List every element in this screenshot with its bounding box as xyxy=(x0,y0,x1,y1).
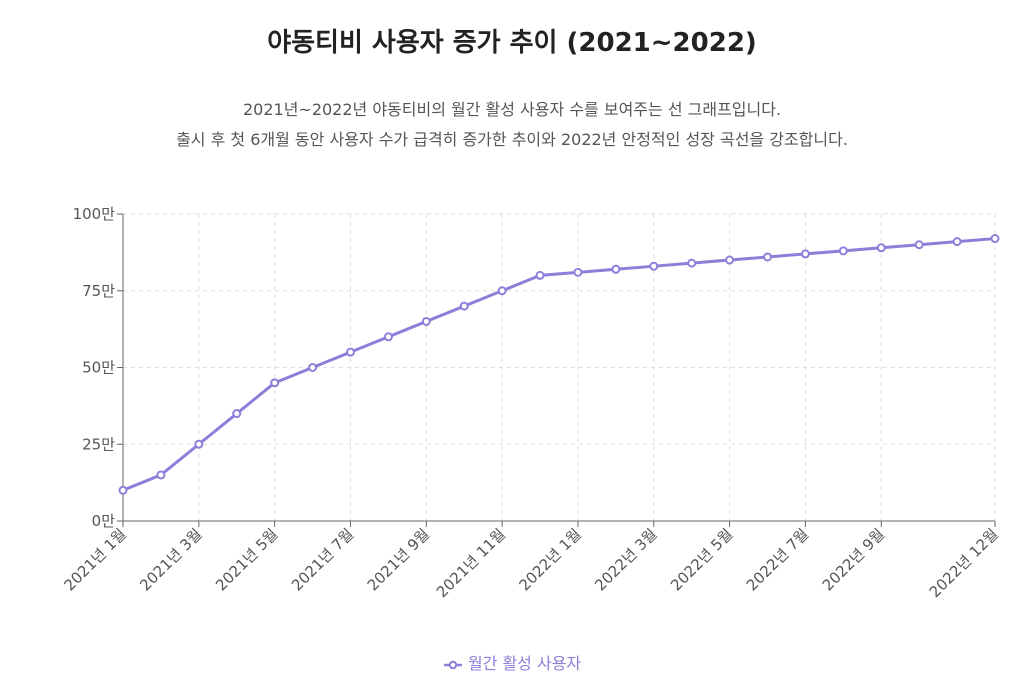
data-point xyxy=(649,261,659,271)
data-point xyxy=(611,264,621,274)
data-point xyxy=(345,347,355,357)
data-point xyxy=(725,255,735,265)
x-tick-label: 2021년 5월 xyxy=(212,525,281,594)
x-tick-label: 2021년 7월 xyxy=(288,525,357,594)
data-point xyxy=(459,301,469,311)
data-point xyxy=(687,258,697,268)
legend-line-marker-icon xyxy=(443,660,462,669)
subtitle-line-1: 2021년~2022년 야동티비의 월간 활성 사용자 수를 보여주는 선 그래… xyxy=(242,100,782,119)
data-point xyxy=(232,409,242,419)
data-point xyxy=(876,243,886,253)
x-tick-label: 2022년 5월 xyxy=(667,525,736,594)
legend[interactable]: 월간 활성 사용자 xyxy=(0,650,1024,674)
data-point xyxy=(156,470,166,480)
chart-title: 야동티비 사용자 증가 추이 (2021~2022) xyxy=(267,28,757,58)
x-tick-label: 2021년 3월 xyxy=(136,525,205,594)
data-point xyxy=(573,267,583,277)
series-line xyxy=(122,237,996,492)
x-tick-label: 2022년 9월 xyxy=(819,525,888,594)
data-point xyxy=(270,378,280,388)
data-point xyxy=(914,240,924,250)
data-point xyxy=(952,237,962,247)
y-tick-label: 75만 xyxy=(82,282,115,300)
x-tick-label: 2022년 3월 xyxy=(591,525,660,594)
y-tick-label: 50만 xyxy=(82,359,115,377)
data-point xyxy=(535,270,545,280)
data-point xyxy=(118,485,128,495)
y-axis-label: 월간 활성 사용자 (MAU) xyxy=(27,206,46,373)
data-point xyxy=(800,249,810,259)
data-point xyxy=(421,316,431,326)
y-tick-label: 100만 xyxy=(73,205,116,223)
y-tick-label: 0만 xyxy=(92,512,116,530)
data-point xyxy=(763,252,773,262)
data-point xyxy=(194,439,204,449)
data-point xyxy=(990,234,1000,244)
legend-label: 월간 활성 사용자 xyxy=(467,654,582,673)
data-point xyxy=(838,246,848,256)
subtitle-line-2: 출시 후 첫 6개월 동안 사용자 수가 급격히 증가한 추이와 2022년 안… xyxy=(176,130,848,149)
y-tick-label: 25만 xyxy=(82,435,115,453)
x-tick-label: 2022년 12월 xyxy=(926,525,1002,601)
x-tick-label: 2021년 11월 xyxy=(433,525,509,601)
x-tick-label: 2021년 1월 xyxy=(60,525,129,594)
data-point xyxy=(497,286,507,296)
data-point xyxy=(308,363,318,372)
x-tick-label: 2022년 7월 xyxy=(743,525,812,594)
data-point xyxy=(383,332,393,342)
x-tick-label: 2021년 9월 xyxy=(364,525,433,594)
x-tick-label: 2022년 1월 xyxy=(515,525,584,594)
